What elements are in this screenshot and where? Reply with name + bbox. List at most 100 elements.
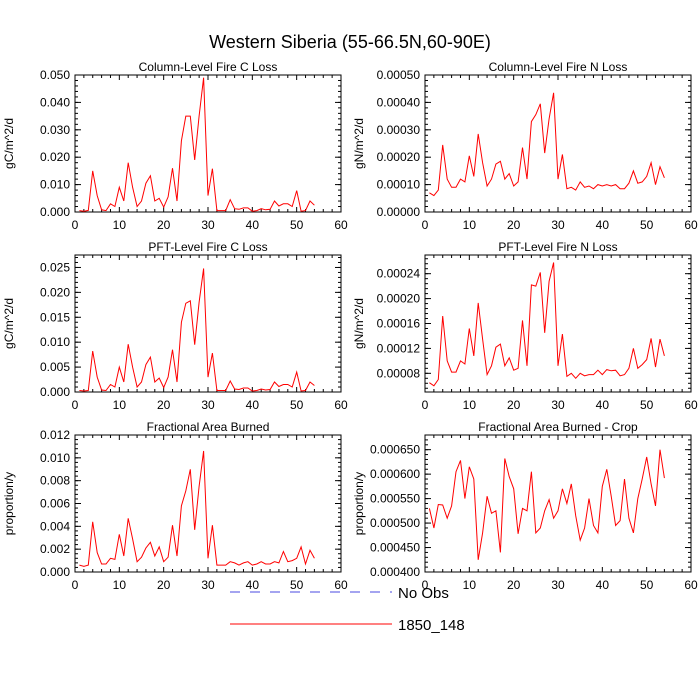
y-tick-label: 0.000550: [370, 492, 420, 506]
x-tick-label: 40: [246, 218, 260, 232]
y-tick-label: 0.00000: [377, 205, 421, 219]
series-line: [429, 92, 665, 197]
y-tick-label: 0.00050: [377, 68, 421, 82]
x-tick-label: 60: [684, 398, 698, 412]
y-axis-label: proportion/y: [2, 472, 16, 535]
panel-title: Fractional Area Burned - Crop: [478, 420, 638, 434]
y-tick-label: 0.006: [40, 497, 70, 511]
panel-title: PFT-Level Fire N Loss: [498, 240, 617, 254]
legend: No Obs 1850_148: [230, 585, 465, 634]
x-tick-label: 50: [640, 398, 654, 412]
y-tick-label: 0.00020: [377, 292, 421, 306]
x-tick-label: 40: [246, 398, 260, 412]
y-tick-label: 0.00020: [377, 150, 421, 164]
chart-panel: Column-Level Fire C Loss gC/m^2/d 0 10 20 30 4…: [2, 60, 348, 232]
chart-panel: PFT-Level Fire C Loss gC/m^2/d 0 10 20 30 40 50…: [2, 240, 348, 412]
x-tick-label: 10: [463, 398, 477, 412]
y-tick-label: 0.000650: [370, 443, 420, 457]
y-tick-label: 0.002: [40, 542, 70, 556]
y-axis-label: gN/m^2/d: [352, 298, 366, 349]
y-tick-label: 0.000600: [370, 467, 420, 481]
panel-title: Column-Level Fire C Loss: [139, 60, 278, 74]
y-tick-label: 0.00012: [377, 341, 421, 355]
panel-title: Column-Level Fire N Loss: [489, 60, 628, 74]
y-tick-label: 0.00040: [377, 95, 421, 109]
x-tick-label: 50: [640, 578, 654, 592]
plot-frame: [424, 74, 692, 213]
series-line: [79, 450, 315, 567]
y-tick-label: 0.012: [40, 428, 70, 442]
y-axis-label: gC/m^2/d: [2, 118, 16, 169]
y-tick-label: 0.000: [40, 205, 70, 219]
x-tick-label: 30: [551, 578, 565, 592]
x-tick-label: 0: [72, 218, 79, 232]
x-tick-label: 30: [551, 218, 565, 232]
x-tick-label: 40: [596, 218, 610, 232]
legend-label-1850-148: 1850_148: [398, 617, 465, 634]
figure-title: Western Siberia (55-66.5N,60-90E): [209, 32, 491, 52]
y-tick-label: 0.050: [40, 68, 70, 82]
y-tick-label: 0.040: [40, 95, 70, 109]
y-tick-label: 0.00030: [377, 123, 421, 137]
series-line: [428, 449, 665, 560]
chart-panel: Fractional Area Burned - Crop proportion/…: [352, 420, 698, 592]
y-tick-label: 0.010: [40, 335, 70, 349]
x-tick-label: 20: [157, 218, 171, 232]
plot-frame: [424, 254, 692, 393]
x-tick-label: 40: [596, 578, 610, 592]
x-tick-label: 20: [507, 578, 521, 592]
y-tick-label: 0.00016: [377, 317, 421, 331]
x-tick-label: 20: [157, 398, 171, 412]
y-tick-label: 0.000400: [370, 565, 420, 579]
chart-panels: Column-Level Fire C Loss gC/m^2/d 0 10 20 30 4…: [2, 60, 698, 592]
y-tick-label: 0.008: [40, 474, 70, 488]
x-tick-label: 20: [157, 578, 171, 592]
y-axis-label: proportion/y: [352, 472, 366, 535]
x-tick-label: 0: [422, 578, 429, 592]
x-tick-label: 20: [507, 218, 521, 232]
x-tick-label: 10: [113, 578, 127, 592]
x-tick-label: 30: [201, 398, 215, 412]
panel-title: Fractional Area Burned: [147, 420, 270, 434]
x-tick-label: 60: [684, 578, 698, 592]
x-tick-label: 10: [463, 218, 477, 232]
y-tick-label: 0.000500: [370, 516, 420, 530]
x-tick-label: 50: [290, 398, 304, 412]
y-tick-label: 0.025: [40, 260, 70, 274]
legend-label-no-obs: No Obs: [398, 585, 449, 602]
plot-frame: [424, 434, 692, 573]
x-tick-label: 50: [290, 578, 304, 592]
x-tick-label: 0: [72, 578, 79, 592]
x-tick-label: 30: [201, 578, 215, 592]
series-line: [429, 262, 665, 387]
x-tick-label: 40: [596, 398, 610, 412]
y-tick-label: 0.004: [40, 519, 70, 533]
chart-panel: Column-Level Fire N Loss gN/m^2/d 0 10 20 30 4…: [352, 60, 698, 232]
x-tick-label: 50: [640, 218, 654, 232]
x-tick-label: 30: [551, 398, 565, 412]
x-tick-label: 10: [113, 398, 127, 412]
x-tick-label: 0: [72, 398, 79, 412]
x-tick-label: 10: [463, 578, 477, 592]
y-tick-label: 0.00010: [377, 178, 421, 192]
x-tick-label: 60: [334, 218, 348, 232]
y-tick-label: 0.005: [40, 360, 70, 374]
x-tick-label: 20: [507, 398, 521, 412]
y-tick-label: 0.020: [40, 285, 70, 299]
panel-title: PFT-Level Fire C Loss: [148, 240, 267, 254]
x-tick-label: 0: [422, 398, 429, 412]
chart-panel: PFT-Level Fire N Loss gN/m^2/d 0 10 20 30 40 50…: [352, 240, 698, 412]
x-tick-label: 60: [684, 218, 698, 232]
series-line: [79, 77, 315, 212]
series-line: [79, 268, 315, 392]
x-tick-label: 50: [290, 218, 304, 232]
y-tick-label: 0.00024: [377, 267, 421, 281]
y-axis-label: gN/m^2/d: [352, 118, 366, 169]
y-tick-label: 0.030: [40, 123, 70, 137]
x-tick-label: 0: [422, 218, 429, 232]
y-tick-label: 0.020: [40, 150, 70, 164]
chart-panel: Fractional Area Burned proportion/y 0 10 20 3…: [2, 420, 348, 592]
x-tick-label: 30: [201, 218, 215, 232]
y-tick-label: 0.000: [40, 385, 70, 399]
